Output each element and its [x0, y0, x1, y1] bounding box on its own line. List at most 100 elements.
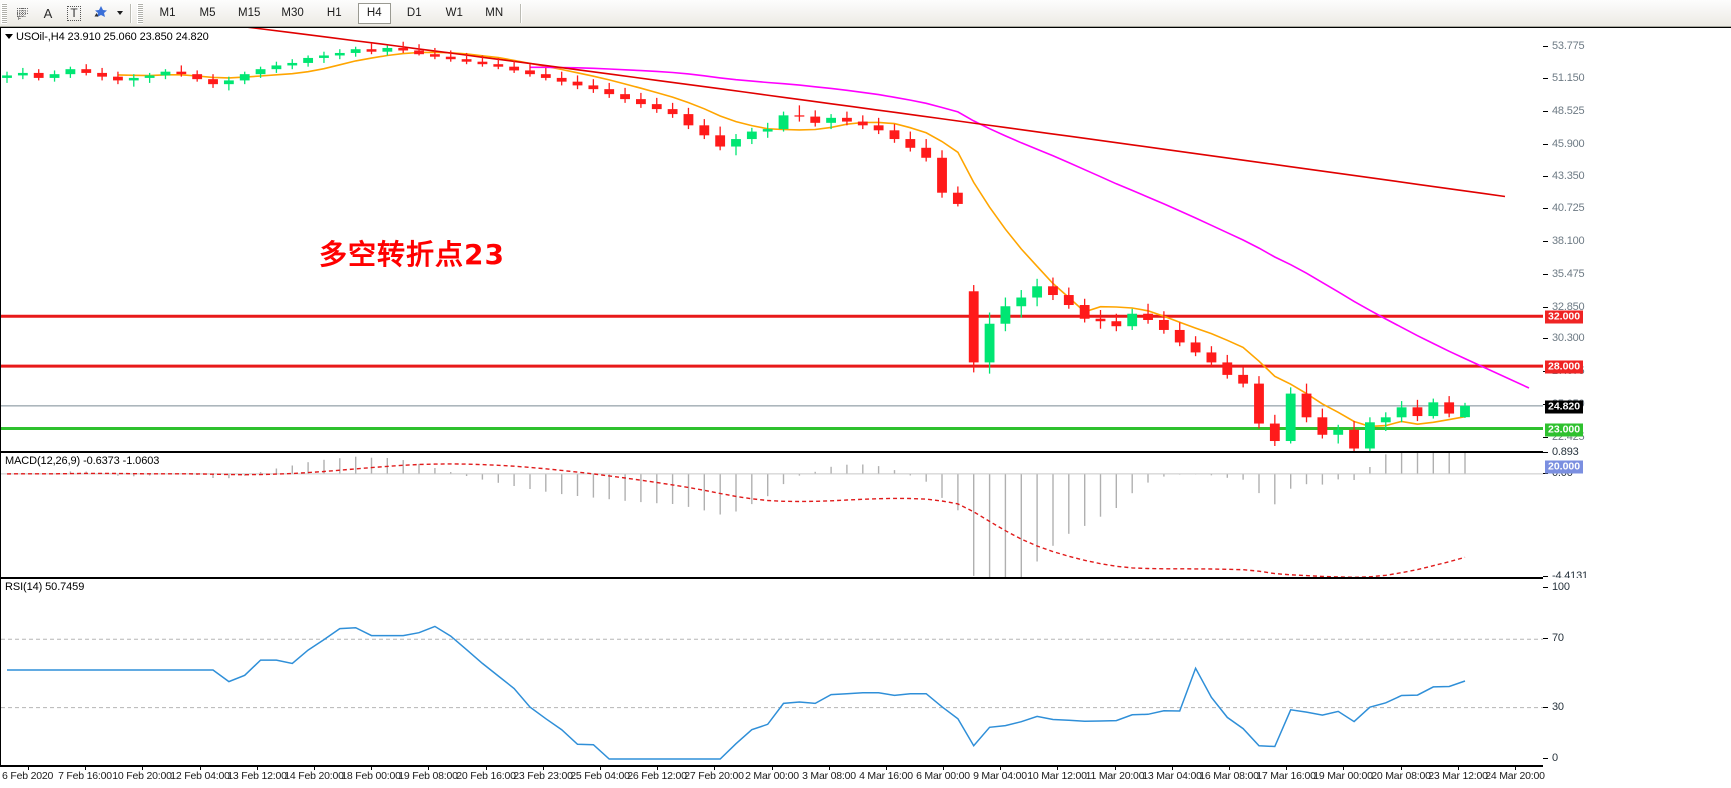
time-axis[interactable]: 6 Feb 2020 7 Feb 16:00 10 Feb 20:00 12 Feb … — [0, 766, 1731, 788]
price-plot-area — [1, 28, 1543, 451]
time-axis-tick — [600, 766, 601, 770]
time-axis-label: 4 Mar 16:00 — [859, 770, 913, 782]
text-tool-icon[interactable]: A — [35, 2, 61, 25]
objects-tool-icon[interactable] — [87, 2, 113, 25]
grid-glyph: F — [16, 7, 28, 20]
price-pane-legend: USOil-,H4 23.910 25.060 23.850 24.820 — [5, 31, 209, 43]
time-axis-label: 20 Mar 08:00 — [1371, 770, 1431, 782]
time-axis-label: 23 Mar 12:00 — [1428, 770, 1488, 782]
boxed-t-glyph: T — [67, 5, 81, 21]
time-axis-tick — [371, 766, 372, 770]
timeframe-m30[interactable]: M30 — [281, 7, 304, 19]
chart-annotation-text[interactable]: 多空转折点23 — [319, 238, 505, 271]
price-axis-tick — [1543, 45, 1548, 47]
time-axis-label: 7 Feb 16:00 — [58, 770, 112, 782]
time-axis-label: 27 Feb 20:00 — [684, 770, 744, 782]
time-axis-label: 26 Feb 12:00 — [627, 770, 687, 782]
time-axis-label: 6 Mar 00:00 — [916, 770, 970, 782]
time-axis-line — [0, 766, 1543, 767]
macd-chart-svg — [1, 453, 1543, 577]
time-axis-label: 11 Mar 20:00 — [1085, 770, 1145, 782]
collapse-triangle-icon[interactable] — [5, 33, 13, 39]
time-axis-tick — [543, 766, 544, 770]
time-axis-label: 19 Feb 08:00 — [398, 770, 458, 782]
rsi-plot-area — [1, 579, 1543, 765]
crosshair-grid-icon[interactable]: F — [9, 2, 35, 25]
time-axis-label: 14 Feb 20:00 — [284, 770, 344, 782]
time-axis-tick — [428, 766, 429, 770]
time-axis-label: 10 Mar 12:00 — [1027, 770, 1087, 782]
current-price-flag[interactable]: 24.820 — [1545, 400, 1584, 414]
rsi-axis-tick — [1543, 638, 1548, 640]
price-axis-tick — [1543, 111, 1548, 113]
time-axis-label: 17 Mar 16:00 — [1256, 770, 1316, 782]
price-axis-label: 43.350 — [1552, 169, 1585, 182]
price-axis-label: 53.775 — [1552, 39, 1585, 52]
time-axis-label: 9 Mar 04:00 — [973, 770, 1027, 782]
timeframe-m5[interactable]: M5 — [199, 7, 216, 19]
timeframe-d1[interactable]: D1 — [406, 7, 422, 19]
price-axis-tick — [1543, 338, 1548, 340]
macd-axis-tick — [1543, 576, 1548, 577]
macd-axis-tick — [1543, 452, 1548, 453]
rsi-axis-tick — [1543, 586, 1548, 588]
chart-toolbar: F A T M1 M5 M15 M30 H1 H4 D1 W1 MN — [0, 0, 1731, 27]
timeframe-group: M1 M5 M15 M30 H1 H4 D1 W1 MN — [151, 2, 511, 24]
rsi-pane[interactable]: RSI(14) 50.7459 — [0, 578, 1544, 766]
timeframe-m1[interactable]: M1 — [159, 7, 176, 19]
price-y-axis[interactable]: 53.775 51.150 48.525 45.900 43.350 40.725 38.1… — [1543, 27, 1731, 474]
svg-text:F: F — [18, 16, 21, 20]
time-axis-tick — [657, 766, 658, 770]
price-axis-label: 51.150 — [1552, 72, 1585, 85]
resistance-28-flag[interactable]: 28.000 — [1545, 360, 1584, 374]
price-axis-tick — [1543, 306, 1548, 308]
rsi-axis-label: 0 — [1552, 752, 1558, 764]
time-axis-tick — [1286, 766, 1287, 770]
timeframe-m15[interactable]: M15 — [238, 7, 261, 19]
time-axis-label: 19 Mar 00:00 — [1313, 770, 1373, 782]
time-axis-tick — [1515, 766, 1516, 770]
price-chart-svg — [1, 28, 1543, 451]
price-axis-label: 30.300 — [1552, 332, 1585, 345]
time-axis-label: 13 Mar 04:00 — [1142, 770, 1202, 782]
timeframe-h1[interactable]: H1 — [326, 7, 342, 19]
macd-axis-label: 0.893 — [1552, 446, 1579, 458]
time-axis-label: 18 Feb 00:00 — [341, 770, 401, 782]
time-axis-label: 12 Feb 04:00 — [170, 770, 230, 782]
objects-dropdown-icon[interactable] — [113, 2, 126, 25]
time-axis-tick — [85, 766, 86, 770]
toolbar-grip-timeframes[interactable] — [137, 2, 143, 24]
toolbar-separator-2 — [519, 3, 522, 23]
price-legend-text: USOil-,H4 23.910 25.060 23.850 24.820 — [16, 31, 209, 43]
time-axis-tick — [1401, 766, 1402, 770]
time-axis-label: 10 Feb 20:00 — [112, 770, 172, 782]
macd-plot-area — [1, 453, 1543, 577]
letter-a-glyph: A — [43, 5, 53, 21]
support-20-flag[interactable]: 20.000 — [1545, 460, 1584, 474]
timeframe-h4[interactable]: H4 — [357, 2, 391, 24]
time-axis-label: 23 Feb 23:00 — [513, 770, 573, 782]
price-chart-pane[interactable]: USOil-,H4 23.910 25.060 23.850 24.820 多空… — [0, 27, 1544, 452]
price-axis-label: 48.525 — [1552, 105, 1585, 118]
time-axis-tick — [1229, 766, 1230, 770]
rsi-y-axis[interactable]: 100 70 30 0 — [1543, 578, 1731, 766]
time-axis-tick — [200, 766, 201, 770]
time-axis-tick — [1000, 766, 1001, 770]
time-axis-label: 25 Feb 04:00 — [570, 770, 630, 782]
resistance-32-flag[interactable]: 32.000 — [1545, 310, 1584, 324]
timeframe-w1[interactable]: W1 — [445, 7, 463, 19]
text-label-tool-icon[interactable]: T — [61, 2, 87, 25]
time-axis-tick — [1172, 766, 1173, 770]
price-axis-label: 32.850 — [1552, 300, 1585, 313]
time-axis-tick — [1057, 766, 1058, 770]
toolbar-grip-left[interactable] — [1, 2, 7, 24]
support-23-flag[interactable]: 23.000 — [1545, 423, 1584, 437]
shapes-glyph — [94, 6, 107, 17]
time-axis-tick — [28, 766, 29, 770]
macd-pane[interactable]: MACD(12,26,9) -0.6373 -1.0603 — [0, 452, 1544, 578]
timeframe-mn[interactable]: MN — [485, 7, 504, 19]
time-axis-tick — [1343, 766, 1344, 770]
price-axis-tick — [1543, 241, 1548, 243]
price-axis-label: 40.725 — [1552, 202, 1585, 215]
